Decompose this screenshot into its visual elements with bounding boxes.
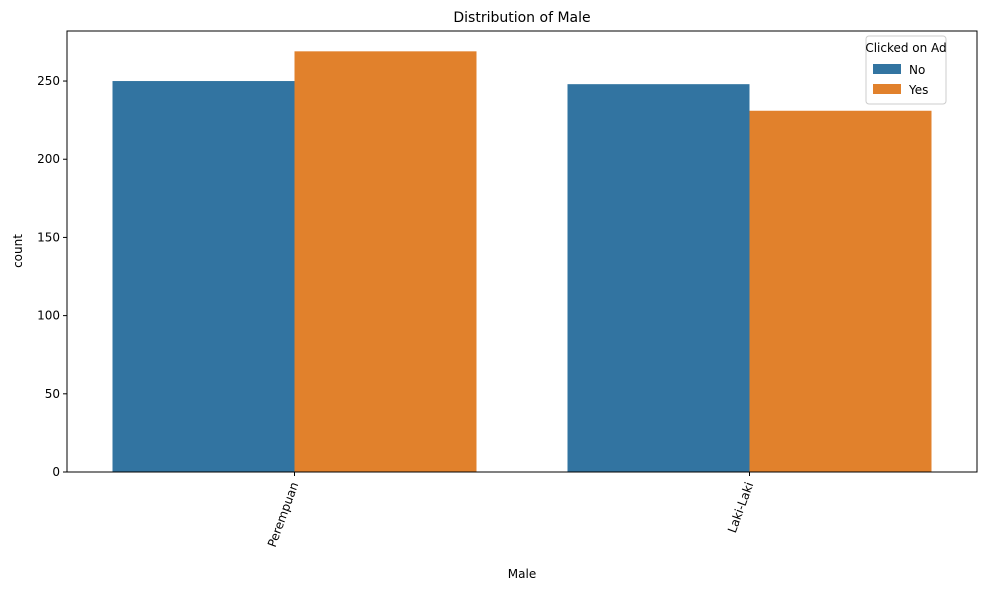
y-axis-label: count <box>11 234 25 268</box>
bar-no-perempuan <box>112 81 295 473</box>
bar-yes-perempuan <box>294 51 477 473</box>
bars-group <box>112 51 932 473</box>
y-ticks-group: 0 50 100 150 200 250 <box>37 74 67 479</box>
legend: Clicked on Ad No Yes <box>865 35 947 105</box>
y-tick-label: 50 <box>45 387 60 401</box>
y-tick-label: 100 <box>37 309 60 323</box>
legend-label-yes: Yes <box>908 83 928 97</box>
chart-title: Distribution of Male <box>453 10 590 26</box>
legend-swatch-yes <box>873 84 901 94</box>
x-ticks-group: Perempuan Laki-Laki <box>265 472 756 549</box>
legend-label-no: No <box>909 63 925 77</box>
y-tick-label: 0 <box>52 465 60 479</box>
y-tick-label: 150 <box>37 230 60 244</box>
plot-frame <box>66 30 978 473</box>
legend-swatch-no <box>873 64 901 74</box>
bar-yes-laki-laki <box>749 110 932 473</box>
bar-no-laki-laki <box>567 84 750 472</box>
x-axis-label: Male <box>508 567 536 581</box>
y-tick-label: 250 <box>37 74 60 88</box>
x-tick-label: Laki-Laki <box>725 480 756 535</box>
x-tick-label: Perempuan <box>265 480 301 549</box>
y-tick-label: 200 <box>37 152 60 166</box>
legend-title: Clicked on Ad <box>865 41 946 55</box>
